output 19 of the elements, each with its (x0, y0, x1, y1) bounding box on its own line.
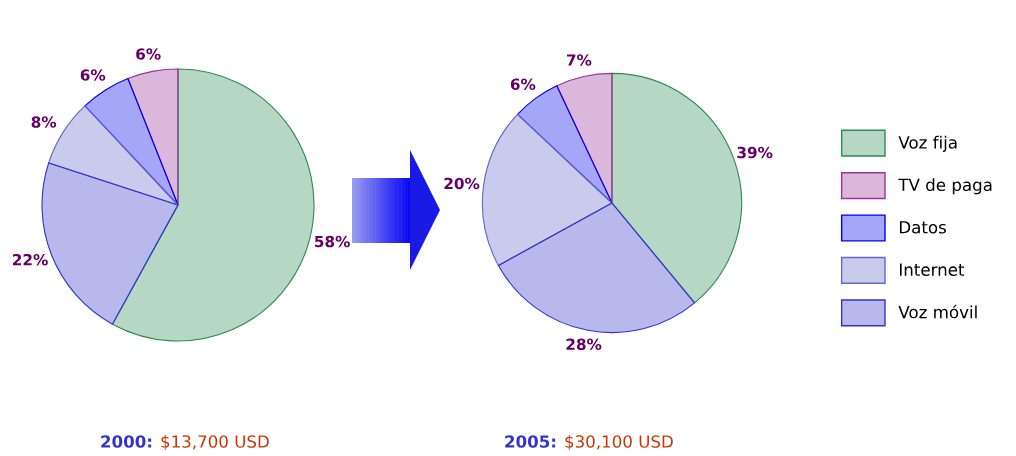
legend-label: Internet (899, 263, 965, 276)
data-label: 39% (737, 146, 773, 159)
text: $13,700 USD (161, 434, 269, 451)
text: 2005: (505, 435, 556, 448)
data-label: 6% (80, 69, 106, 81)
legend-label: TV de paga (898, 178, 992, 195)
data-label: 22% (12, 253, 48, 266)
legend-label: Voz fija (898, 135, 957, 152)
data-label: 6% (510, 78, 536, 90)
data-label: 58% (315, 235, 350, 248)
data-label: 28% (566, 338, 602, 351)
text: $30,100 USD (565, 434, 673, 451)
data-label: 7% (566, 54, 592, 66)
data-label: 6% (136, 48, 161, 60)
text: 2000: (101, 435, 152, 448)
legend-label: Datos (899, 221, 946, 234)
legend-label: Voz móvil (898, 304, 977, 319)
data-label: 8% (31, 116, 57, 128)
data-label: 20% (444, 177, 480, 190)
